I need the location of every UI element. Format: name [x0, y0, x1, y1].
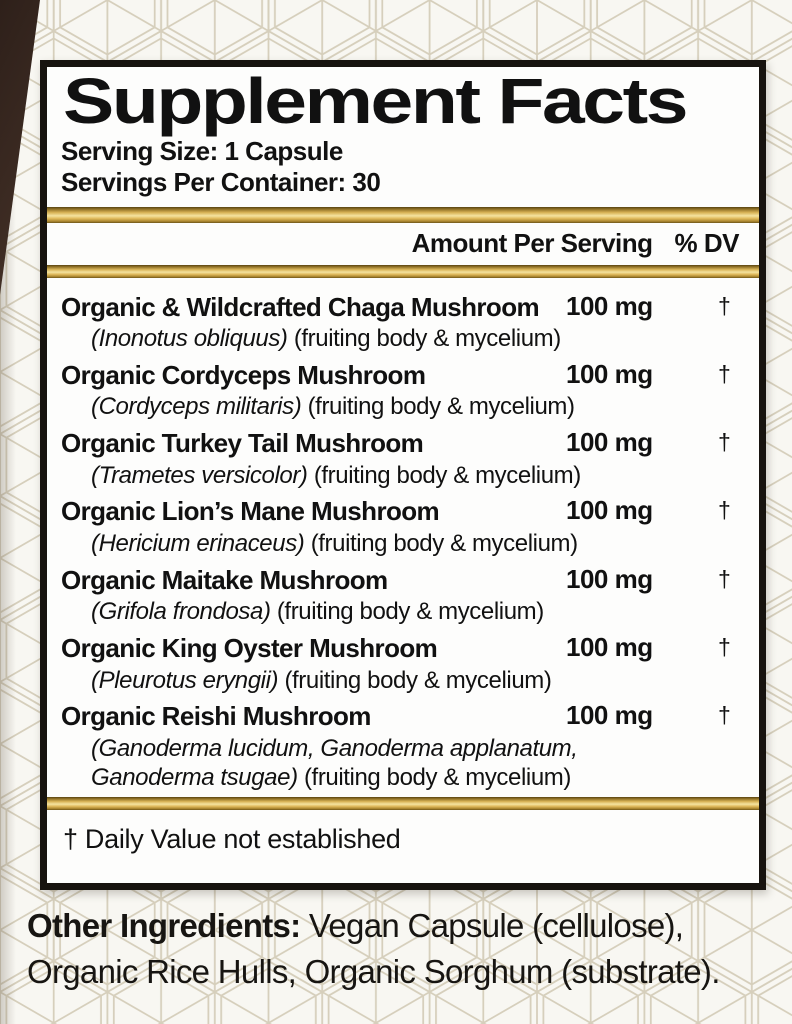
- servings-per-container-text: Servings Per Container: 30: [61, 167, 381, 198]
- table-row: Organic Lion’s Mane Mushroom 100 mg † (H…: [61, 495, 745, 558]
- dagger-symbol: †: [718, 429, 731, 456]
- ingredient-subtext: (Cordyceps militaris) (fruiting body & m…: [91, 393, 745, 422]
- part-detail: (fruiting body & mycelium): [303, 763, 571, 791]
- latin-name: (Trametes versicolor): [91, 461, 308, 489]
- table-row: Organic Maitake Mushroom 100 mg † (Grifo…: [61, 564, 745, 627]
- gold-divider-bottom: [47, 797, 759, 811]
- ingredient-name: Organic Reishi Mushroom: [61, 701, 371, 732]
- column-header-row: Amount Per Serving % DV: [61, 223, 745, 264]
- ingredient-name: Organic King Oyster Mushroom: [61, 633, 438, 664]
- serving-info: Serving Size: 1 Capsule Servings Per Con…: [61, 136, 745, 198]
- ingredient-name: Organic Cordyceps Mushroom: [61, 359, 426, 390]
- ingredient-amount: 100 mg: [566, 495, 653, 526]
- table-row: Organic Cordyceps Mushroom 100 mg † (Cor…: [61, 359, 745, 422]
- ingredient-name: Organic Maitake Mushroom: [61, 564, 388, 595]
- ingredient-amount: 100 mg: [566, 632, 653, 663]
- part-detail: (fruiting body & mycelium): [276, 598, 544, 626]
- serving-size-text: Serving Size: 1 Capsule: [61, 136, 343, 166]
- latin-name: (Pleurotus eryngii): [91, 666, 279, 694]
- supplement-facts-panel: Supplement Facts Serving Size: 1 Capsule…: [40, 60, 766, 890]
- part-detail: (fruiting body & mycelium): [313, 461, 581, 489]
- ingredient-amount: 100 mg: [566, 563, 653, 594]
- percent-dv-header: % DV: [674, 228, 740, 259]
- table-row: Organic Turkey Tail Mushroom 100 mg † (T…: [61, 427, 745, 490]
- dagger-symbol: †: [718, 702, 731, 729]
- latin-name: (Grifola frondosa): [91, 598, 271, 626]
- ingredient-name: Organic & Wildcrafted Chaga Mushroom: [61, 291, 540, 322]
- ingredient-subtext: (Pleurotus eryngii) (fruiting body & myc…: [91, 667, 745, 696]
- latin-name: (Ganoderma lucidum, Ganoderma applanatum…: [91, 734, 578, 791]
- part-detail: (fruiting body & mycelium): [310, 529, 578, 557]
- latin-name: (Cordyceps militaris): [91, 393, 302, 421]
- table-row: Organic Reishi Mushroom 100 mg † (Ganode…: [61, 700, 745, 792]
- ingredient-amount: 100 mg: [566, 427, 653, 458]
- dagger-symbol: †: [718, 565, 731, 592]
- ingredient-subtext: (Trametes versicolor) (fruiting body & m…: [91, 462, 745, 491]
- other-ingredients-list: Vegan Capsule (cellulose), Organic Rice …: [27, 907, 720, 990]
- table-row: Organic King Oyster Mushroom 100 mg † (P…: [61, 632, 745, 695]
- panel-title: Supplement Facts: [63, 65, 688, 137]
- ingredient-name: Organic Lion’s Mane Mushroom: [61, 496, 440, 527]
- other-ingredients-label: Other Ingredients:: [27, 907, 301, 944]
- ingredient-subtext: (Ganoderma lucidum, Ganoderma applanatum…: [91, 735, 636, 793]
- latin-name: (Inonotus obliquus): [91, 325, 288, 353]
- other-ingredients-text: Other Ingredients: Vegan Capsule (cellul…: [27, 903, 779, 994]
- ingredient-subtext: (Grifola frondosa) (fruiting body & myce…: [91, 598, 745, 627]
- dagger-symbol: †: [718, 634, 731, 661]
- latin-name: (Hericium erinaceus): [91, 529, 305, 557]
- amount-per-serving-header: Amount Per Serving: [411, 228, 653, 259]
- dagger-symbol: †: [718, 497, 731, 524]
- part-detail: (fruiting body & mycelium): [293, 325, 561, 353]
- daily-value-footnote: † Daily Value not established: [63, 824, 401, 855]
- dagger-symbol: †: [718, 292, 731, 319]
- gold-divider-top: [47, 207, 759, 224]
- part-detail: (fruiting body & mycelium): [307, 393, 575, 421]
- part-detail: (fruiting body & mycelium): [284, 666, 552, 694]
- ingredient-name: Organic Turkey Tail Mushroom: [61, 428, 424, 459]
- dagger-symbol: †: [718, 360, 731, 387]
- ingredient-subtext: (Inonotus obliquus) (fruiting body & myc…: [91, 325, 745, 354]
- ingredient-table: Organic & Wildcrafted Chaga Mushroom 100…: [61, 278, 745, 793]
- ingredient-amount: 100 mg: [566, 290, 653, 321]
- table-row: Organic & Wildcrafted Chaga Mushroom 100…: [61, 291, 745, 354]
- ingredient-subtext: (Hericium erinaceus) (fruiting body & my…: [91, 530, 745, 559]
- ingredient-amount: 100 mg: [566, 700, 653, 731]
- gold-divider-header: [47, 264, 759, 278]
- ingredient-amount: 100 mg: [566, 358, 653, 389]
